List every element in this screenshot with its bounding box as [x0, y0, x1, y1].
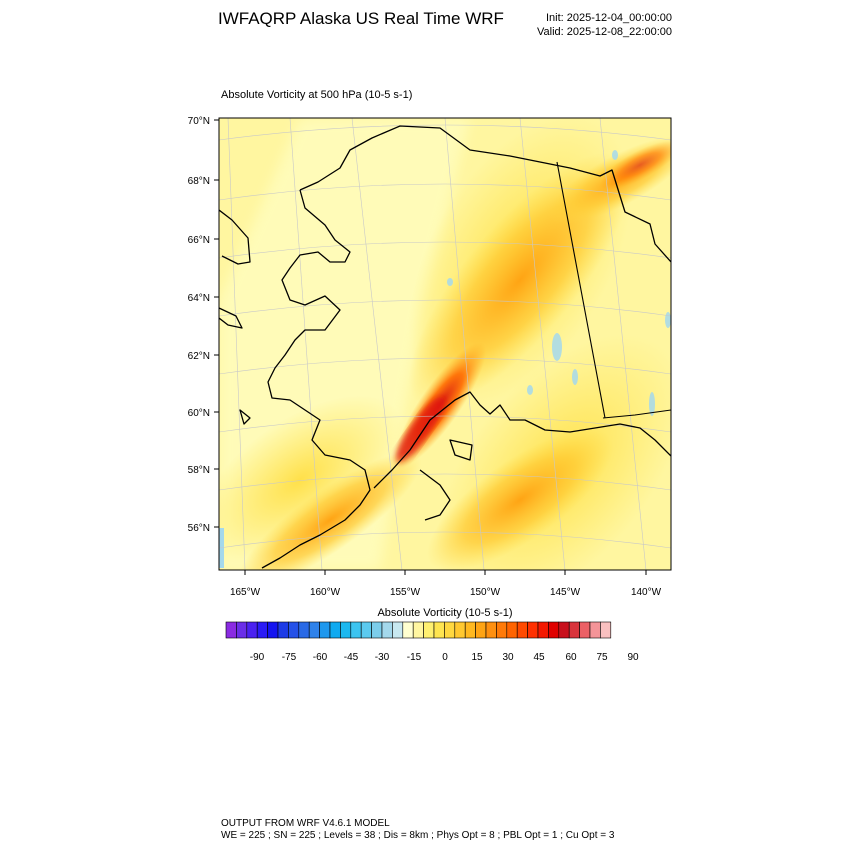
colorbar-cell	[277, 621, 289, 639]
lon-label: 150°W	[470, 587, 501, 598]
colorbar-title: Absolute Vorticity (10-5 s-1)	[0, 607, 850, 619]
colorbar-cell	[589, 621, 601, 639]
valid-time: Valid: 2025-12-08_22:00:00	[537, 26, 672, 38]
lat-label: 64°N	[188, 293, 210, 304]
colorbar-cell	[506, 621, 518, 639]
lat-label: 68°N	[188, 176, 210, 187]
colorbar-label: 30	[502, 652, 514, 663]
lat-label: 58°N	[188, 465, 210, 476]
colorbar-cell	[350, 621, 362, 639]
colorbar-cell	[360, 621, 372, 639]
colorbar-cell	[548, 621, 560, 639]
colorbar-cell	[496, 621, 508, 639]
colorbar-cell	[444, 621, 456, 639]
colorbar-cell	[516, 621, 528, 639]
colorbar-label: -45	[344, 652, 359, 663]
plot-title: Absolute Vorticity at 500 hPa (10-5 s-1)	[221, 89, 413, 101]
lon-label: 140°W	[631, 587, 662, 598]
lat-label: 70°N	[188, 116, 210, 127]
colorbar-label: 60	[565, 652, 577, 663]
colorbar-cell	[558, 621, 570, 639]
lat-label: 60°N	[188, 408, 210, 419]
colorbar-cell	[225, 621, 237, 639]
lon-label: 165°W	[230, 587, 261, 598]
map-frame	[218, 117, 672, 571]
lat-label: 66°N	[188, 235, 210, 246]
colorbar-cell	[454, 621, 466, 639]
colorbar-cell	[236, 621, 248, 639]
lon-ticks	[244, 570, 647, 575]
colorbar-cell	[267, 621, 279, 639]
lon-label: 155°W	[390, 587, 421, 598]
footer-settings: WE = 225 ; SN = 225 ; Levels = 38 ; Dis …	[221, 830, 615, 841]
colorbar-cell	[246, 621, 258, 639]
colorbar-title-text: Absolute Vorticity (10-5 s-1)	[377, 607, 513, 619]
colorbar-label: 15	[471, 652, 483, 663]
border-lines	[556, 161, 671, 419]
vorticity-field	[219, 118, 671, 570]
colorbar-cell	[527, 621, 539, 639]
colorbar-cell	[537, 621, 549, 639]
colorbar-label: 0	[442, 652, 448, 663]
colorbar-cell	[464, 621, 476, 639]
colorbar-label: -75	[282, 652, 297, 663]
colorbar-label: -15	[407, 652, 422, 663]
init-time: Init: 2025-12-04_00:00:00	[546, 12, 672, 24]
colorbar-cell	[298, 621, 310, 639]
colorbar-cell	[579, 621, 591, 639]
colorbar-cell	[568, 621, 580, 639]
colorbar-cell	[402, 621, 414, 639]
colorbar-cell	[308, 621, 320, 639]
colorbar-cell	[392, 621, 404, 639]
colorbar-cell	[485, 621, 497, 639]
colorbar-cell	[319, 621, 331, 639]
colorbar-cell	[423, 621, 435, 639]
lat-ticks	[214, 119, 219, 528]
colorbar	[225, 621, 612, 639]
lat-label: 62°N	[188, 351, 210, 362]
colorbar-cell	[433, 621, 445, 639]
colorbar-label: -30	[375, 652, 390, 663]
colorbar-cell	[371, 621, 383, 639]
lon-label: 145°W	[550, 587, 581, 598]
page-title: IWFAQRP Alaska US Real Time WRF	[218, 9, 504, 28]
colorbar-cell	[381, 621, 393, 639]
colorbar-cell	[600, 621, 612, 639]
colorbar-cell	[412, 621, 424, 639]
colorbar-cell	[329, 621, 341, 639]
lon-label: 160°W	[310, 587, 341, 598]
colorbar-label: 45	[533, 652, 545, 663]
colorbar-cell	[256, 621, 268, 639]
colorbar-cell	[475, 621, 487, 639]
coastline	[219, 125, 671, 569]
footer-model: OUTPUT FROM WRF V4.6.1 MODEL	[221, 818, 390, 829]
lat-label: 56°N	[188, 523, 210, 534]
colorbar-label: 90	[627, 652, 639, 663]
colorbar-cell	[288, 621, 300, 639]
colorbar-label: -90	[250, 652, 265, 663]
colorbar-label: -60	[313, 652, 328, 663]
graticule	[219, 118, 671, 570]
colorbar-label: 75	[596, 652, 608, 663]
colorbar-cell	[340, 621, 352, 639]
